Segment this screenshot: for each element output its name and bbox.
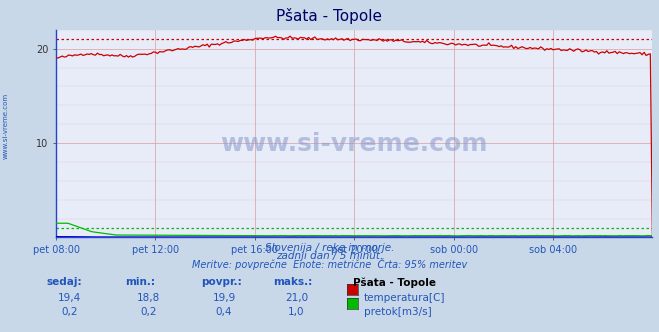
Text: Pšata - Topole: Pšata - Topole xyxy=(277,8,382,24)
Text: pretok[m3/s]: pretok[m3/s] xyxy=(364,307,432,317)
Text: povpr.:: povpr.: xyxy=(201,277,242,287)
Text: www.si-vreme.com: www.si-vreme.com xyxy=(221,132,488,156)
Text: www.si-vreme.com: www.si-vreme.com xyxy=(2,93,9,159)
Text: 0,4: 0,4 xyxy=(215,307,233,317)
Text: Pšata - Topole: Pšata - Topole xyxy=(353,277,436,288)
Text: temperatura[C]: temperatura[C] xyxy=(364,293,445,303)
Text: min.:: min.: xyxy=(125,277,156,287)
Text: 19,4: 19,4 xyxy=(57,293,81,303)
Text: 0,2: 0,2 xyxy=(61,307,78,317)
Text: 21,0: 21,0 xyxy=(285,293,308,303)
Text: 18,8: 18,8 xyxy=(136,293,160,303)
Text: maks.:: maks.: xyxy=(273,277,313,287)
Text: zadnji dan / 5 minut.: zadnji dan / 5 minut. xyxy=(276,251,383,261)
Text: 1,0: 1,0 xyxy=(288,307,305,317)
Text: 0,2: 0,2 xyxy=(140,307,157,317)
Text: 19,9: 19,9 xyxy=(212,293,236,303)
Text: sedaj:: sedaj: xyxy=(46,277,82,287)
Text: Slovenija / reke in morje.: Slovenija / reke in morje. xyxy=(265,243,394,253)
Text: Meritve: povprečne  Enote: metrične  Črta: 95% meritev: Meritve: povprečne Enote: metrične Črta:… xyxy=(192,258,467,270)
